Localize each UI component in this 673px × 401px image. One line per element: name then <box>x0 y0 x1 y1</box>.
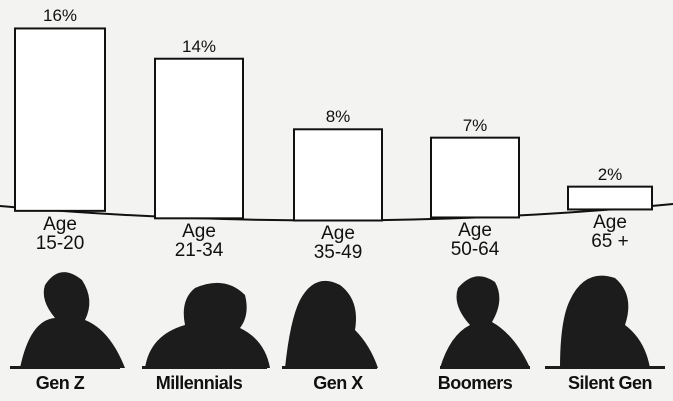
bar <box>155 59 243 219</box>
bar <box>15 28 105 210</box>
generation-label: Gen X <box>313 374 363 393</box>
x-tick-label: Age 35-49 <box>314 224 363 262</box>
x-tick-label: Age 21-34 <box>175 222 224 260</box>
portrait <box>545 276 665 369</box>
portrait <box>282 281 378 369</box>
chart-canvas <box>0 0 673 401</box>
x-tick-label: Age 50-64 <box>451 221 500 259</box>
bar <box>294 129 382 220</box>
generation-label: Boomers <box>438 374 513 393</box>
value-label: 14% <box>182 37 216 56</box>
bar <box>431 138 519 218</box>
value-label: 8% <box>326 107 351 126</box>
portrait <box>440 276 530 369</box>
portrait <box>142 283 270 369</box>
portrait <box>10 272 125 369</box>
generation-label: Millennials <box>156 374 243 393</box>
bar <box>568 187 652 210</box>
portraits <box>10 272 665 369</box>
generation-label: Silent Gen <box>568 374 652 393</box>
chart: 16% Age 15-20 Gen Z 14% Age 21-34 Millennials… <box>0 0 673 401</box>
generation-label: Gen Z <box>36 374 85 393</box>
value-label: 7% <box>463 116 488 135</box>
x-tick-label: Age 65 + <box>591 213 629 251</box>
value-label: 2% <box>598 165 623 184</box>
value-label: 16% <box>43 6 77 25</box>
x-tick-label: Age 15-20 <box>36 215 85 253</box>
